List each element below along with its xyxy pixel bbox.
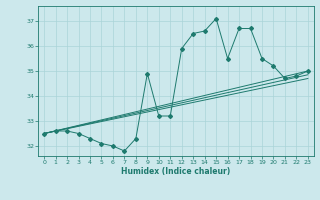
X-axis label: Humidex (Indice chaleur): Humidex (Indice chaleur) (121, 167, 231, 176)
